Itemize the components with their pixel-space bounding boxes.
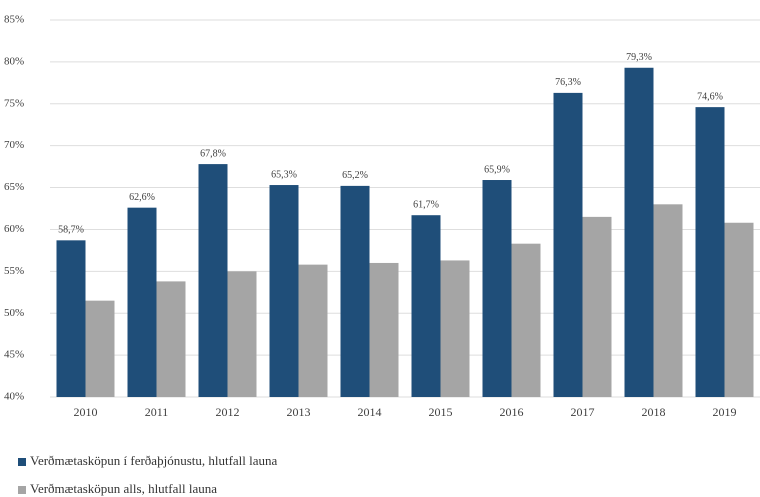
legend-label: Verðmætasköpun í ferðaþjónustu, hlutfall… bbox=[30, 453, 278, 468]
value-label: 62,6% bbox=[129, 192, 155, 203]
bar bbox=[553, 92, 583, 398]
bar bbox=[724, 222, 754, 397]
x-tick-label: 2016 bbox=[500, 405, 524, 419]
y-tick-label: 70% bbox=[4, 139, 24, 151]
bar bbox=[227, 271, 257, 397]
value-label: 65,2% bbox=[342, 170, 368, 181]
x-tick-label: 2015 bbox=[429, 405, 453, 419]
x-tick-label: 2010 bbox=[74, 405, 98, 419]
bar bbox=[624, 67, 654, 398]
x-tick-label: 2013 bbox=[287, 405, 311, 419]
bar bbox=[198, 164, 228, 397]
value-label: 65,3% bbox=[271, 169, 297, 180]
value-label: 58,7% bbox=[58, 225, 84, 236]
y-tick-label: 60% bbox=[4, 223, 24, 235]
bar bbox=[156, 281, 186, 397]
value-label: 65,9% bbox=[484, 164, 510, 175]
x-tick-label: 2019 bbox=[713, 405, 737, 419]
y-tick-label: 55% bbox=[4, 265, 24, 277]
legend-label: Verðmætasköpun alls, hlutfall launa bbox=[30, 481, 217, 496]
y-tick-label: 45% bbox=[4, 349, 24, 361]
value-label: 61,7% bbox=[413, 199, 439, 210]
value-label: 76,3% bbox=[555, 77, 581, 88]
y-tick-label: 50% bbox=[4, 307, 24, 319]
bar bbox=[127, 207, 157, 397]
bar bbox=[511, 243, 541, 397]
legend-marker bbox=[18, 486, 26, 494]
bar bbox=[340, 185, 370, 397]
x-tick-label: 2012 bbox=[216, 405, 240, 419]
bar bbox=[695, 107, 725, 397]
y-tick-label: 85% bbox=[4, 14, 24, 26]
y-tick-label: 40% bbox=[4, 391, 24, 403]
bar bbox=[85, 300, 115, 397]
y-tick-label: 65% bbox=[4, 181, 24, 193]
bar bbox=[269, 185, 299, 397]
bar bbox=[298, 264, 328, 397]
bar bbox=[56, 240, 86, 397]
legend-marker bbox=[18, 458, 26, 466]
y-tick-label: 75% bbox=[4, 97, 24, 109]
bar bbox=[440, 260, 470, 397]
bar bbox=[369, 262, 399, 397]
x-tick-label: 2014 bbox=[358, 405, 382, 419]
x-tick-label: 2018 bbox=[642, 405, 666, 419]
value-label: 79,3% bbox=[626, 52, 652, 63]
x-tick-label: 2017 bbox=[571, 405, 595, 419]
bar bbox=[482, 180, 512, 397]
value-label: 74,6% bbox=[697, 91, 723, 102]
y-tick-label: 80% bbox=[4, 55, 24, 67]
value-label: 67,8% bbox=[200, 148, 226, 159]
bar bbox=[411, 215, 441, 397]
bar bbox=[653, 204, 683, 397]
bar bbox=[582, 216, 612, 397]
x-tick-label: 2011 bbox=[145, 405, 169, 419]
